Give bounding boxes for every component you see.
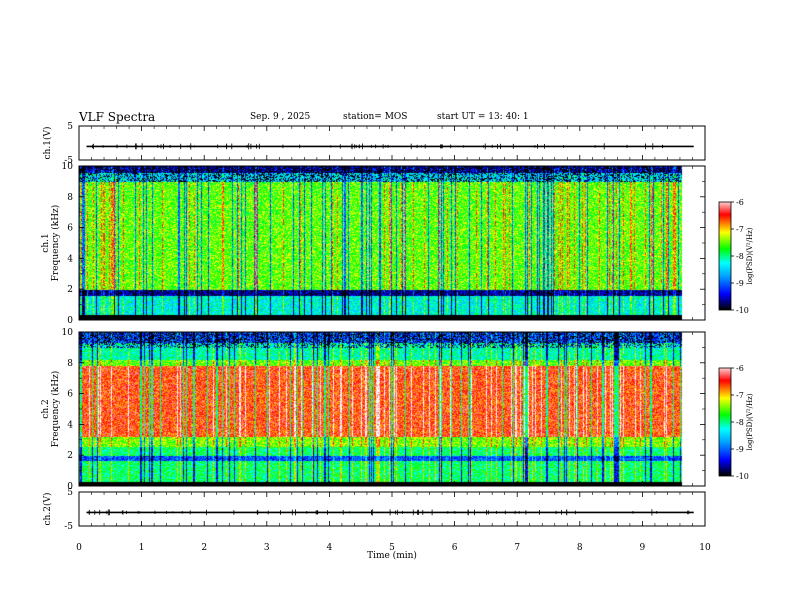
xtick-label: 3 — [264, 543, 270, 553]
date-label: Sep. 9 , 2025 — [250, 112, 311, 122]
ch1-spectrogram-ylabel-channel: ch.1 — [41, 233, 51, 252]
ch2-spectrogram-ytick-label: 6 — [67, 390, 73, 400]
ch2-waveform-ytick-label: 5 — [67, 488, 73, 498]
ch2-waveform-spikes — [88, 509, 690, 516]
ch1-spectrogram-colorbar-tick-label: -8 — [736, 252, 744, 261]
ch2-spectrogram-ytick-label: 0 — [67, 482, 73, 492]
xtick-label: 10 — [699, 543, 711, 553]
ch1-waveform-ylabel: ch.1(V) — [42, 127, 53, 160]
ch1-spectrogram-colorbar-tick-label: -9 — [736, 279, 744, 288]
ch1-spectrogram-ytick-label: 10 — [62, 162, 74, 172]
ch1-spectrogram-colorbar-tick-label: -6 — [736, 198, 744, 207]
ch1-spectrogram-colorbar-tick-label: -7 — [736, 225, 744, 234]
ch2-spectrogram-ylabel-channel: ch.2 — [41, 399, 51, 418]
ch1-spectrogram-image — [79, 166, 693, 320]
ch2-spectrogram-ytick-label: 10 — [62, 328, 74, 338]
xtick-label: 6 — [452, 543, 458, 553]
ch1-spectrogram-colorbar-frame — [718, 201, 732, 311]
station-label: station= MOS — [343, 112, 408, 122]
ch2-waveform-ylabel: ch.2(V) — [42, 493, 53, 526]
ch1-spectrogram-ytick-label: 4 — [67, 254, 73, 264]
ch1-spectrogram-frame — [78, 165, 706, 321]
ch1-spectrogram-ytick-label: 0 — [67, 316, 73, 326]
ch2-spectrogram-colorbar-tick-label: -9 — [736, 445, 744, 454]
xtick-label: 5 — [389, 543, 395, 553]
xaxis-label: Time (min) — [367, 550, 417, 561]
ch2-spectrogram-ytick-label: 2 — [67, 451, 73, 461]
ch2-spectrogram-colorbar-tick-label: -8 — [736, 418, 744, 427]
ch2-spectrogram-frame — [78, 331, 706, 487]
figure-title: VLF Spectra — [79, 110, 156, 124]
xtick-label: 9 — [640, 543, 646, 553]
ch1-spectrogram-ylabel-frequency: Frequency (kHz) — [50, 205, 61, 282]
ch1-spectrogram-colorbar-tick-label: -10 — [736, 306, 749, 315]
xtick-label: 8 — [577, 543, 583, 553]
xtick-label: 4 — [327, 543, 333, 553]
ch2-spectrogram-colorbar-tick-label: -7 — [736, 391, 744, 400]
ch1-spectrogram-ytick-label: 2 — [67, 285, 73, 295]
ch1-waveform-spikes — [92, 143, 664, 150]
ch1-spectrogram-colorbar-label: log(PSD)(V²/Hz) — [746, 227, 754, 284]
ch2-waveform-frame — [78, 491, 706, 527]
ch1-spectrogram-ytick-label: 6 — [67, 224, 73, 234]
ch1-spectrogram-ytick-label: 8 — [67, 193, 73, 203]
ch2-spectrogram-colorbar-label: log(PSD)(V²/Hz) — [746, 393, 754, 450]
ch2-spectrogram-ylabel-frequency: Frequency (kHz) — [50, 371, 61, 448]
ch2-spectrogram-colorbar-tick-label: -6 — [736, 364, 744, 373]
ch2-spectrogram-ytick-label: 4 — [67, 420, 73, 430]
ch1-waveform-frame — [78, 125, 706, 161]
ch2-waveform-ytick-label: -5 — [64, 522, 73, 532]
ch1-waveform-ytick-label: 5 — [67, 122, 73, 132]
ch2-spectrogram-colorbar-tick-label: -10 — [736, 472, 749, 481]
ch2-spectrogram-image — [79, 332, 693, 486]
ch2-colorbar-image — [719, 368, 731, 476]
xtick-label: 1 — [139, 543, 145, 553]
xtick-label: 7 — [514, 543, 520, 553]
ch2-spectrogram-ytick-label: 8 — [67, 359, 73, 369]
xtick-label: 2 — [201, 543, 207, 553]
ch2-spectrogram-colorbar-frame — [718, 367, 732, 477]
ch1-colorbar-image — [719, 202, 731, 310]
xtick-label: 0 — [76, 543, 82, 553]
ch1-waveform-ytick-label: -5 — [64, 156, 73, 166]
start-time-label: start UT = 13: 40: 1 — [437, 112, 529, 122]
